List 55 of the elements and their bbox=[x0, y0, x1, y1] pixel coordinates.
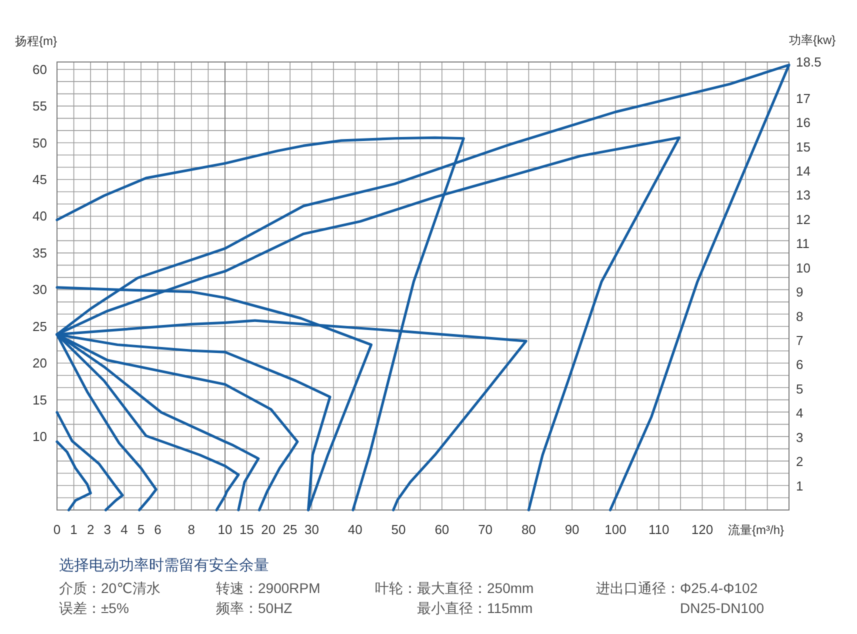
y2-tick-label: 9 bbox=[796, 284, 804, 300]
x-axis-title: 流量{m³/h} bbox=[728, 523, 784, 537]
y2-tick-label: 6 bbox=[796, 357, 804, 372]
x-tick-label: 15 bbox=[239, 522, 254, 537]
x-tick-label: 40 bbox=[348, 522, 362, 537]
y2-axis-title: 功率{kw} bbox=[789, 33, 836, 47]
x-tick-label: 1 bbox=[70, 522, 78, 537]
x-tick-label: 80 bbox=[521, 522, 536, 537]
y-tick-label: 35 bbox=[32, 245, 47, 260]
y2-tick-label: 1 bbox=[796, 478, 804, 494]
x-tick-label: 6 bbox=[154, 522, 162, 537]
y-tick-label: 50 bbox=[32, 135, 47, 150]
y-tick-label: 40 bbox=[32, 208, 47, 224]
x-tick-label: 120 bbox=[691, 522, 714, 537]
y2-tick-label: 2 bbox=[796, 454, 804, 470]
x-tick-label: 110 bbox=[648, 522, 670, 537]
y-axis-title: 扬程{m} bbox=[15, 34, 58, 48]
y2-tick-label: 17 bbox=[796, 90, 810, 106]
y-tick-label: 45 bbox=[32, 172, 47, 188]
notes: 选择电动功率时需留有安全余量 介质：20℃清水 转速：2900RPM 叶轮：最大直径：250mm 进出口通径：Φ25.4-Φ102 误差：±5% 频率：50HZ 最小直径：115mm DN25-DN100 bbox=[59, 557, 764, 616]
x-tick-label: 0 bbox=[53, 522, 61, 537]
x-tick-label: 100 bbox=[604, 522, 626, 537]
y-tick-label: 60 bbox=[32, 62, 47, 77]
y2-tick-label: 15 bbox=[796, 139, 810, 154]
y2-tick-label: 13 bbox=[796, 188, 810, 203]
y-tick-label: 55 bbox=[32, 98, 47, 114]
x-tick-label: 50 bbox=[391, 522, 406, 537]
y2-tick-label: 10 bbox=[796, 260, 810, 276]
y2-tick-label: 8 bbox=[796, 308, 804, 324]
x-tick-label: 8 bbox=[188, 522, 196, 537]
x-tick-label: 70 bbox=[478, 522, 493, 537]
y-tick-label: 30 bbox=[32, 282, 47, 298]
x-tick-label: 25 bbox=[282, 522, 298, 537]
x-tick-label: 2 bbox=[86, 522, 94, 537]
y2-tick-label: 16 bbox=[796, 115, 810, 130]
y2-tick-label: 4 bbox=[796, 406, 804, 421]
x-tick-label: 3 bbox=[104, 522, 112, 537]
x-tick-label: 10 bbox=[218, 522, 232, 537]
y2-tick-label: 5 bbox=[796, 381, 804, 396]
y2-tick-label: 7 bbox=[796, 332, 804, 348]
y-tick-label: 10 bbox=[32, 429, 47, 444]
x-tick-label: 30 bbox=[304, 522, 320, 537]
y2-tick-label: 14 bbox=[796, 163, 810, 178]
y2-tick-label: 12 bbox=[796, 212, 810, 227]
x-tick-label: 60 bbox=[434, 522, 450, 537]
x-tick-label: 90 bbox=[564, 522, 580, 537]
y-tick-label: 20 bbox=[32, 356, 47, 371]
x-tick-label: 20 bbox=[261, 522, 276, 537]
x-tick-label: 4 bbox=[120, 522, 128, 537]
y2-tick-label: 18.5 bbox=[796, 54, 822, 70]
x-tick-label: 5 bbox=[137, 522, 145, 537]
y-tick-label: 15 bbox=[32, 392, 47, 408]
y-tick-label: 25 bbox=[32, 318, 47, 334]
y2-tick-label: 3 bbox=[796, 430, 804, 445]
y2-tick-label: 11 bbox=[796, 236, 810, 252]
